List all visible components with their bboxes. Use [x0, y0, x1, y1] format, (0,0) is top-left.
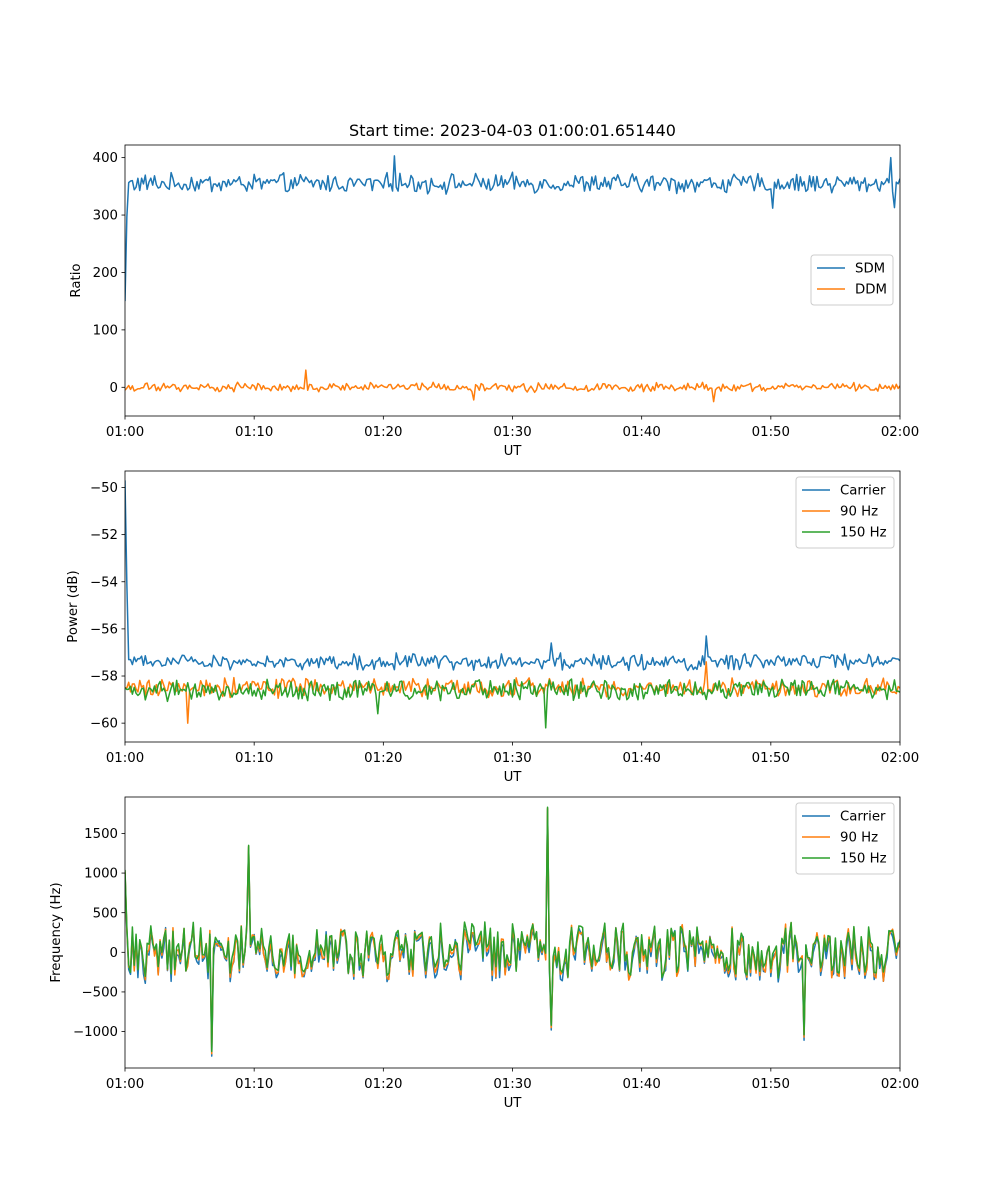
x-tick-label: 01:20	[364, 1077, 402, 1092]
y-tick-label: 1500	[84, 827, 118, 842]
x-tick-label: 01:20	[364, 751, 402, 766]
legend-label: 150 Hz	[840, 852, 887, 867]
x-tick-label: 01:40	[623, 425, 661, 440]
legend: Carrier 90 Hz 150 Hz	[795, 476, 895, 549]
x-tick-label: 01:30	[493, 425, 531, 440]
series-lines	[125, 806, 900, 1057]
chart-title: Start time: 2023-04-03 01:00:01.651440	[349, 121, 676, 140]
x-tick-label: 01:10	[235, 425, 273, 440]
x-tick-label: 01:50	[752, 1077, 790, 1092]
y-tick-label: 0	[110, 946, 118, 961]
y-tick-label: 0	[110, 381, 118, 396]
legend-label: 150 Hz	[840, 526, 887, 541]
y-tick-label: −50	[90, 481, 118, 496]
y-axis-label: Ratio	[69, 263, 84, 297]
x-tick-label: 02:00	[881, 1077, 919, 1092]
legend-label: Carrier	[840, 484, 886, 499]
x-tick-label: 01:20	[364, 425, 402, 440]
axes-frame	[124, 144, 901, 417]
x-tick-label: 01:50	[752, 751, 790, 766]
x-tick-label: 01:00	[106, 751, 144, 766]
legend-label: SDM	[855, 262, 885, 277]
y-tick-label: −1000	[73, 1025, 118, 1040]
y-tick-label: 500	[93, 906, 118, 921]
y-tick-label: −500	[81, 986, 118, 1001]
y-tick-label: −60	[90, 717, 118, 732]
y-axis-label: Frequency (Hz)	[49, 882, 64, 982]
x-tick-label: 02:00	[881, 425, 919, 440]
series-lines	[125, 480, 900, 729]
axes-frame	[124, 470, 901, 743]
series-lines	[125, 155, 900, 403]
x-tick-label: 01:30	[493, 1077, 531, 1092]
legend-label: Carrier	[840, 810, 886, 825]
y-tick-label: 200	[93, 266, 118, 281]
legend: Carrier 90 Hz 150 Hz	[795, 802, 895, 875]
legend-label: 90 Hz	[840, 831, 878, 846]
y-tick-label: 400	[93, 151, 118, 166]
y-tick-label: −54	[90, 575, 118, 590]
x-tick-label: 01:10	[235, 751, 273, 766]
x-tick-label: 01:40	[623, 1077, 661, 1092]
x-axis-label: UT	[504, 1096, 523, 1111]
y-tick-label: −58	[90, 670, 118, 685]
series-line-sdm	[125, 155, 900, 302]
y-tick-label: 1000	[84, 867, 118, 882]
panel-2: 01:00 01:10 01:20 01:30 01:40 01:50 02:00 −60 −5…	[66, 470, 919, 785]
panel-1: 01:00 01:10 01:20 01:30 01:40 01:50 02:00 0 100 2…	[69, 121, 919, 459]
legend: SDM DDM	[810, 254, 894, 306]
legend-box	[795, 476, 895, 549]
x-tick-label: 01:50	[752, 425, 790, 440]
x-tick-label: 01:30	[493, 751, 531, 766]
x-tick-label: 01:00	[106, 1077, 144, 1092]
legend-label: 90 Hz	[840, 505, 878, 520]
y-tick-label: −56	[90, 622, 118, 637]
x-tick-label: 01:00	[106, 425, 144, 440]
y-tick-label: 300	[93, 209, 118, 224]
series-line-ddm	[125, 369, 900, 403]
y-tick-label: 100	[93, 323, 118, 338]
legend-box	[795, 802, 895, 875]
legend-label: DDM	[855, 283, 887, 298]
series-line-150-hz	[125, 678, 900, 729]
y-tick-label: −52	[90, 528, 118, 543]
x-axis-label: UT	[504, 770, 523, 785]
x-tick-label: 01:40	[623, 751, 661, 766]
series-line-carrier	[125, 480, 900, 672]
series-line-150-hz	[125, 806, 900, 1053]
panel-3: 01:00 01:10 01:20 01:30 01:40 01:50 02:00 −1000…	[49, 796, 919, 1111]
y-axis-label: Power (dB)	[66, 570, 81, 642]
x-tick-label: 01:10	[235, 1077, 273, 1092]
x-axis-label: UT	[504, 444, 523, 459]
x-tick-label: 02:00	[881, 751, 919, 766]
